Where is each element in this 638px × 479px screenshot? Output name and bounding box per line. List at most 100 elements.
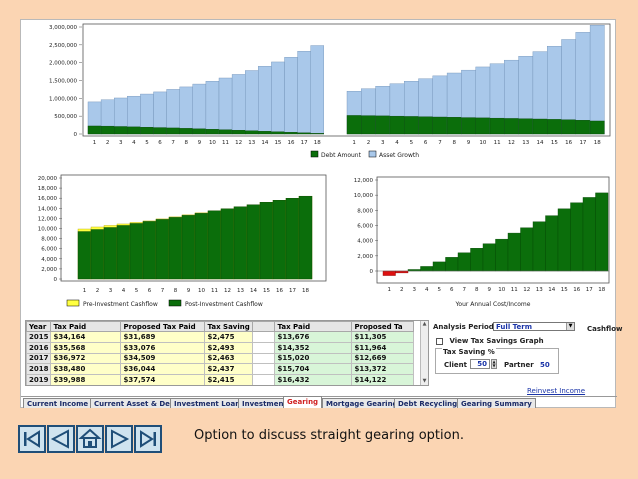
- post-investment-bar: [142, 221, 157, 280]
- asset-growth-1-xtick: 2: [367, 140, 371, 146]
- table-row[interactable]: 2019 $39,988 $37,574 $2,415 $16,432 $14,122: [26, 374, 415, 385]
- asset-growth-ytick: 1,500,000: [49, 79, 77, 85]
- client-percent-input[interactable]: 50: [470, 359, 490, 369]
- client-spinner[interactable]: ▲ ▼: [491, 359, 497, 369]
- next-icon: [111, 429, 130, 449]
- last-slide-button[interactable]: [134, 425, 162, 453]
- table-cell: $37,574: [120, 374, 206, 385]
- cashflow-ytick: 14,000: [38, 206, 58, 212]
- post-investment-bar: [233, 206, 248, 280]
- cashflow-xtick: 8: [174, 288, 178, 294]
- debt-amount-bar: [375, 115, 391, 135]
- table-cell: $34,164: [50, 331, 122, 343]
- table-header-3[interactable]: Tax Saving: [204, 321, 254, 332]
- tab-investment-loan[interactable]: Investment Loan: [170, 398, 245, 408]
- post-investment-bar: [272, 200, 287, 280]
- annual-cost-xtick: 18: [598, 287, 605, 293]
- annual-cost-xtick: 2: [400, 287, 404, 293]
- table-cell: 2016: [26, 341, 52, 354]
- asset-growth-1-xtick: 15: [551, 140, 558, 146]
- tab-gearing-summary[interactable]: Gearing Summary: [457, 398, 536, 408]
- tab-debt-recycling[interactable]: Debt Recycling: [394, 398, 462, 408]
- table-header-2[interactable]: Proposed Tax Paid: [120, 321, 206, 332]
- tab-mortgage-gearing[interactable]: Mortgage Gearing: [322, 398, 402, 408]
- client-label: Client: [444, 361, 468, 369]
- table-cell: $38,480: [50, 363, 122, 376]
- table-header-1[interactable]: Tax Paid: [50, 321, 122, 332]
- table-cell: $16,432: [274, 374, 353, 385]
- analysis-panel: Analysis Period Full Term ▼ Cashflow Vie…: [431, 320, 622, 395]
- annual-cost-xtick: 1: [388, 287, 392, 293]
- debt-amount-bar: [153, 127, 167, 135]
- asset-growth-bar: [179, 86, 193, 135]
- table-row[interactable]: 2016 $35,568 $33,076 $2,493 $14,352 $11,964: [26, 341, 415, 354]
- post-investment-bar: [116, 225, 131, 280]
- table-cell: $33,076: [120, 341, 206, 354]
- asset-growth-0-xtick: 18: [314, 140, 321, 146]
- table-header-5[interactable]: Tax Paid: [274, 321, 353, 332]
- tax-table[interactable]: Year Tax Paid Proposed Tax Paid Tax Saving T…: [25, 320, 429, 386]
- table-row[interactable]: 2018 $38,480 $36,044 $2,437 $15,704 $13,372: [26, 363, 415, 376]
- table-row[interactable]: 2015 $34,164 $31,689 $2,475 $13,676 $11,305: [26, 331, 415, 343]
- tab-gearing[interactable]: Gearing: [283, 396, 323, 408]
- home-slide-button[interactable]: [76, 425, 104, 453]
- annual-cost-xtick: 3: [413, 287, 417, 293]
- first-slide-button[interactable]: [18, 425, 46, 453]
- reinvest-income-link[interactable]: Reinvest Income: [527, 387, 586, 395]
- annual-cost-xtick: 9: [488, 287, 492, 293]
- post-investment-bar: [246, 204, 261, 280]
- tab-current-asset-debt[interactable]: Current Asset & Debt: [90, 398, 183, 408]
- asset-growth-0-xtick: 17: [301, 140, 308, 146]
- annual-cost-xtick: 15: [561, 287, 568, 293]
- annual-cost-ytick: 4,000: [357, 239, 373, 245]
- table-scrollbar[interactable]: ▲ ▼: [420, 321, 428, 385]
- table-cell: $14,352: [274, 341, 353, 354]
- table-row[interactable]: 2017 $36,972 $34,509 $2,463 $15,020 $12,669: [26, 352, 415, 365]
- annual-cost-xtick: 4: [425, 287, 429, 293]
- analysis-period-select[interactable]: Full Term ▼: [493, 322, 575, 331]
- table-header-4[interactable]: [252, 321, 276, 332]
- table-cell: $12,669: [351, 352, 415, 365]
- asset-growth-1-xtick: 12: [508, 140, 515, 146]
- cashflow-xtick: 9: [187, 288, 191, 294]
- legend-swatch-post: [168, 299, 182, 307]
- tax-saving-group: Tax Saving % Client 50 ▲ ▼ Partner 50: [435, 348, 559, 374]
- table-header-0[interactable]: Year: [26, 321, 52, 332]
- asset-growth-1-xtick: 5: [410, 140, 414, 146]
- post-investment-bar: [285, 198, 300, 280]
- debt-amount-bar: [389, 115, 405, 135]
- post-investment-bar: [90, 229, 105, 280]
- asset-growth-1-xtick: 17: [579, 140, 586, 146]
- annual-cost-bar: [470, 248, 484, 272]
- tab-current-income[interactable]: Current Income: [23, 398, 93, 408]
- annual-cost-xtick: 14: [548, 287, 555, 293]
- slide-caption: Option to discuss straight gearing optio…: [194, 428, 464, 443]
- table-header-6[interactable]: Proposed Ta: [351, 321, 415, 332]
- asset-growth-0-xtick: 13: [248, 140, 255, 146]
- asset-growth-bar: [258, 66, 272, 135]
- debt-amount-bar: [179, 128, 193, 135]
- debt-amount-bar: [361, 115, 376, 135]
- previous-slide-button[interactable]: [47, 425, 75, 453]
- view-tax-savings-checkbox[interactable]: [436, 337, 443, 345]
- scroll-down-icon[interactable]: ▼: [422, 378, 427, 384]
- scroll-up-icon[interactable]: ▲: [422, 321, 427, 327]
- view-tax-savings-row[interactable]: View Tax Savings Graph: [436, 337, 544, 345]
- asset-growth-ytick: 1,000,000: [49, 96, 77, 102]
- table-cell: $13,676: [274, 331, 353, 343]
- debt-amount-bar: [166, 127, 180, 135]
- table-cell: $31,689: [120, 331, 206, 343]
- chevron-down-icon[interactable]: ▼: [566, 323, 574, 330]
- post-investment-bar: [298, 195, 313, 280]
- debt-amount-bar: [461, 117, 476, 135]
- annual-cost-bar: [482, 243, 496, 272]
- next-slide-button[interactable]: [105, 425, 133, 453]
- table-cell: [252, 331, 276, 343]
- annual-cost-bar: [395, 270, 409, 274]
- partner-percent-value[interactable]: 50: [540, 361, 550, 369]
- table-cell: $36,972: [50, 352, 122, 365]
- annual-cost-ytick: 6,000: [357, 224, 373, 230]
- asset-growth-0-xtick: 5: [145, 140, 149, 146]
- table-cell: $15,704: [274, 363, 353, 376]
- asset-growth-ytick: 0: [74, 132, 78, 138]
